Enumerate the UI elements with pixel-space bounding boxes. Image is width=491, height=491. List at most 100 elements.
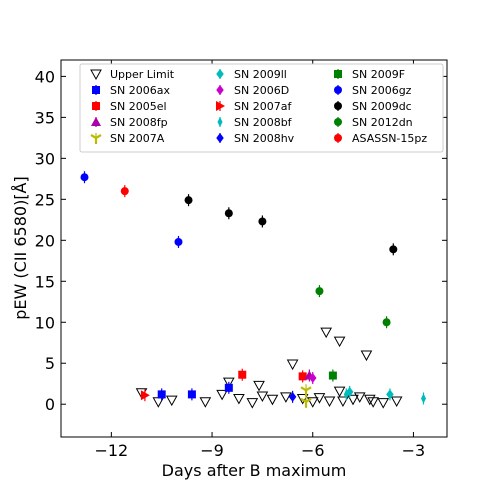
legend-label: SN 2006ax [110, 84, 170, 97]
data-point [224, 383, 233, 392]
data-point [300, 397, 312, 408]
legend-label: Upper Limit [110, 68, 175, 81]
data-point [333, 336, 346, 348]
data-point [300, 386, 312, 397]
y-tick-label: 40 [35, 67, 55, 86]
data-point [328, 371, 337, 380]
data-point [298, 372, 307, 381]
data-point [174, 237, 183, 246]
data-point [360, 350, 373, 362]
data-point [258, 217, 267, 226]
data-point [238, 370, 247, 379]
legend-label: SN 2009dc [352, 100, 412, 113]
legend-marker [92, 102, 100, 110]
y-tick-label: 15 [35, 272, 55, 291]
data-point [323, 396, 336, 407]
data-point [421, 393, 427, 404]
y-tick-label: 20 [35, 231, 55, 250]
data-point [216, 389, 228, 401]
legend-marker [91, 117, 101, 126]
data-point [157, 390, 166, 399]
data-point [367, 397, 380, 408]
data-point [337, 396, 349, 407]
data-point [286, 359, 299, 371]
data-point [333, 386, 346, 398]
legend-marker [216, 101, 225, 111]
x-tick-label: −3 [402, 441, 426, 460]
data-point [353, 392, 366, 403]
y-tick-label: 35 [35, 108, 55, 127]
y-tick-label: 30 [35, 149, 55, 168]
data-point [184, 196, 193, 205]
legend-label: SN 2008bf [234, 116, 293, 129]
legend-marker [217, 117, 223, 127]
data-point [256, 391, 269, 403]
data-point [80, 173, 89, 182]
data-point [280, 392, 292, 403]
data-point [320, 327, 333, 339]
x-tick-label: −6 [301, 441, 325, 460]
legend-label: SN 2009ll [234, 68, 287, 81]
legend-marker [90, 69, 102, 81]
data-point [363, 394, 376, 406]
legend-label: SN 2008fp [110, 116, 168, 129]
data-point [306, 397, 319, 408]
x-tick-label: −9 [200, 441, 224, 460]
data-point [389, 245, 398, 254]
data-point [120, 187, 129, 196]
legend-marker [216, 85, 224, 95]
legend-marker [334, 70, 342, 78]
legend-marker [334, 86, 342, 94]
legend-label: SN 2012dn [352, 116, 413, 129]
legend-marker [334, 118, 342, 126]
y-tick-label: 10 [35, 313, 55, 332]
legend-label: SN 2006D [234, 84, 289, 97]
data-point [313, 393, 326, 404]
data-point [390, 396, 403, 407]
legend: Upper Limit SN 2006ax SN 2005el SN 2008fp SN… [79, 63, 444, 153]
data-point [377, 398, 390, 409]
legend-marker [90, 134, 102, 144]
data-points [80, 171, 427, 409]
legend-label: SN 2008hv [234, 132, 295, 145]
x-axis: −12 −9 −6 −3 [94, 60, 425, 460]
legend-label: SN 2005el [110, 100, 167, 113]
data-point [315, 287, 324, 296]
data-point [386, 389, 394, 400]
y-tick-label: 25 [35, 190, 55, 209]
data-point [253, 380, 265, 392]
data-point [382, 318, 391, 327]
legend-label: SN 2006gz [352, 84, 412, 97]
legend-marker [216, 69, 224, 79]
data-point [308, 372, 317, 383]
legend-label: ASASSN-15pz [352, 132, 427, 145]
data-point [224, 209, 233, 218]
x-tick-label: −12 [94, 441, 128, 460]
legend-label: SN 2007A [110, 132, 165, 145]
legend-marker [334, 134, 342, 142]
data-point [246, 398, 259, 409]
y-axis: 0 5 10 15 20 25 30 35 40 [35, 67, 447, 414]
legend-label: SN 2009F [352, 68, 405, 81]
data-point [343, 389, 349, 400]
plot-frame [60, 59, 448, 438]
data-point [165, 395, 178, 407]
y-tick-label: 5 [45, 354, 55, 373]
y-tick-label: 0 [45, 395, 55, 414]
legend-label: SN 2007af [234, 100, 292, 113]
data-point [233, 393, 245, 405]
data-point [199, 397, 212, 408]
data-point [347, 394, 359, 406]
data-point [296, 393, 309, 405]
legend-marker [334, 102, 342, 110]
data-point [140, 390, 150, 401]
x-axis-label: Days after B maximum [162, 461, 347, 480]
legend-marker [92, 86, 100, 94]
y-axis-label: pEW (CII 6580)[Å] [11, 176, 30, 320]
data-point [266, 394, 279, 406]
data-point [187, 390, 196, 399]
legend-marker [216, 133, 224, 143]
data-point [222, 377, 235, 389]
legend-box [79, 63, 444, 153]
